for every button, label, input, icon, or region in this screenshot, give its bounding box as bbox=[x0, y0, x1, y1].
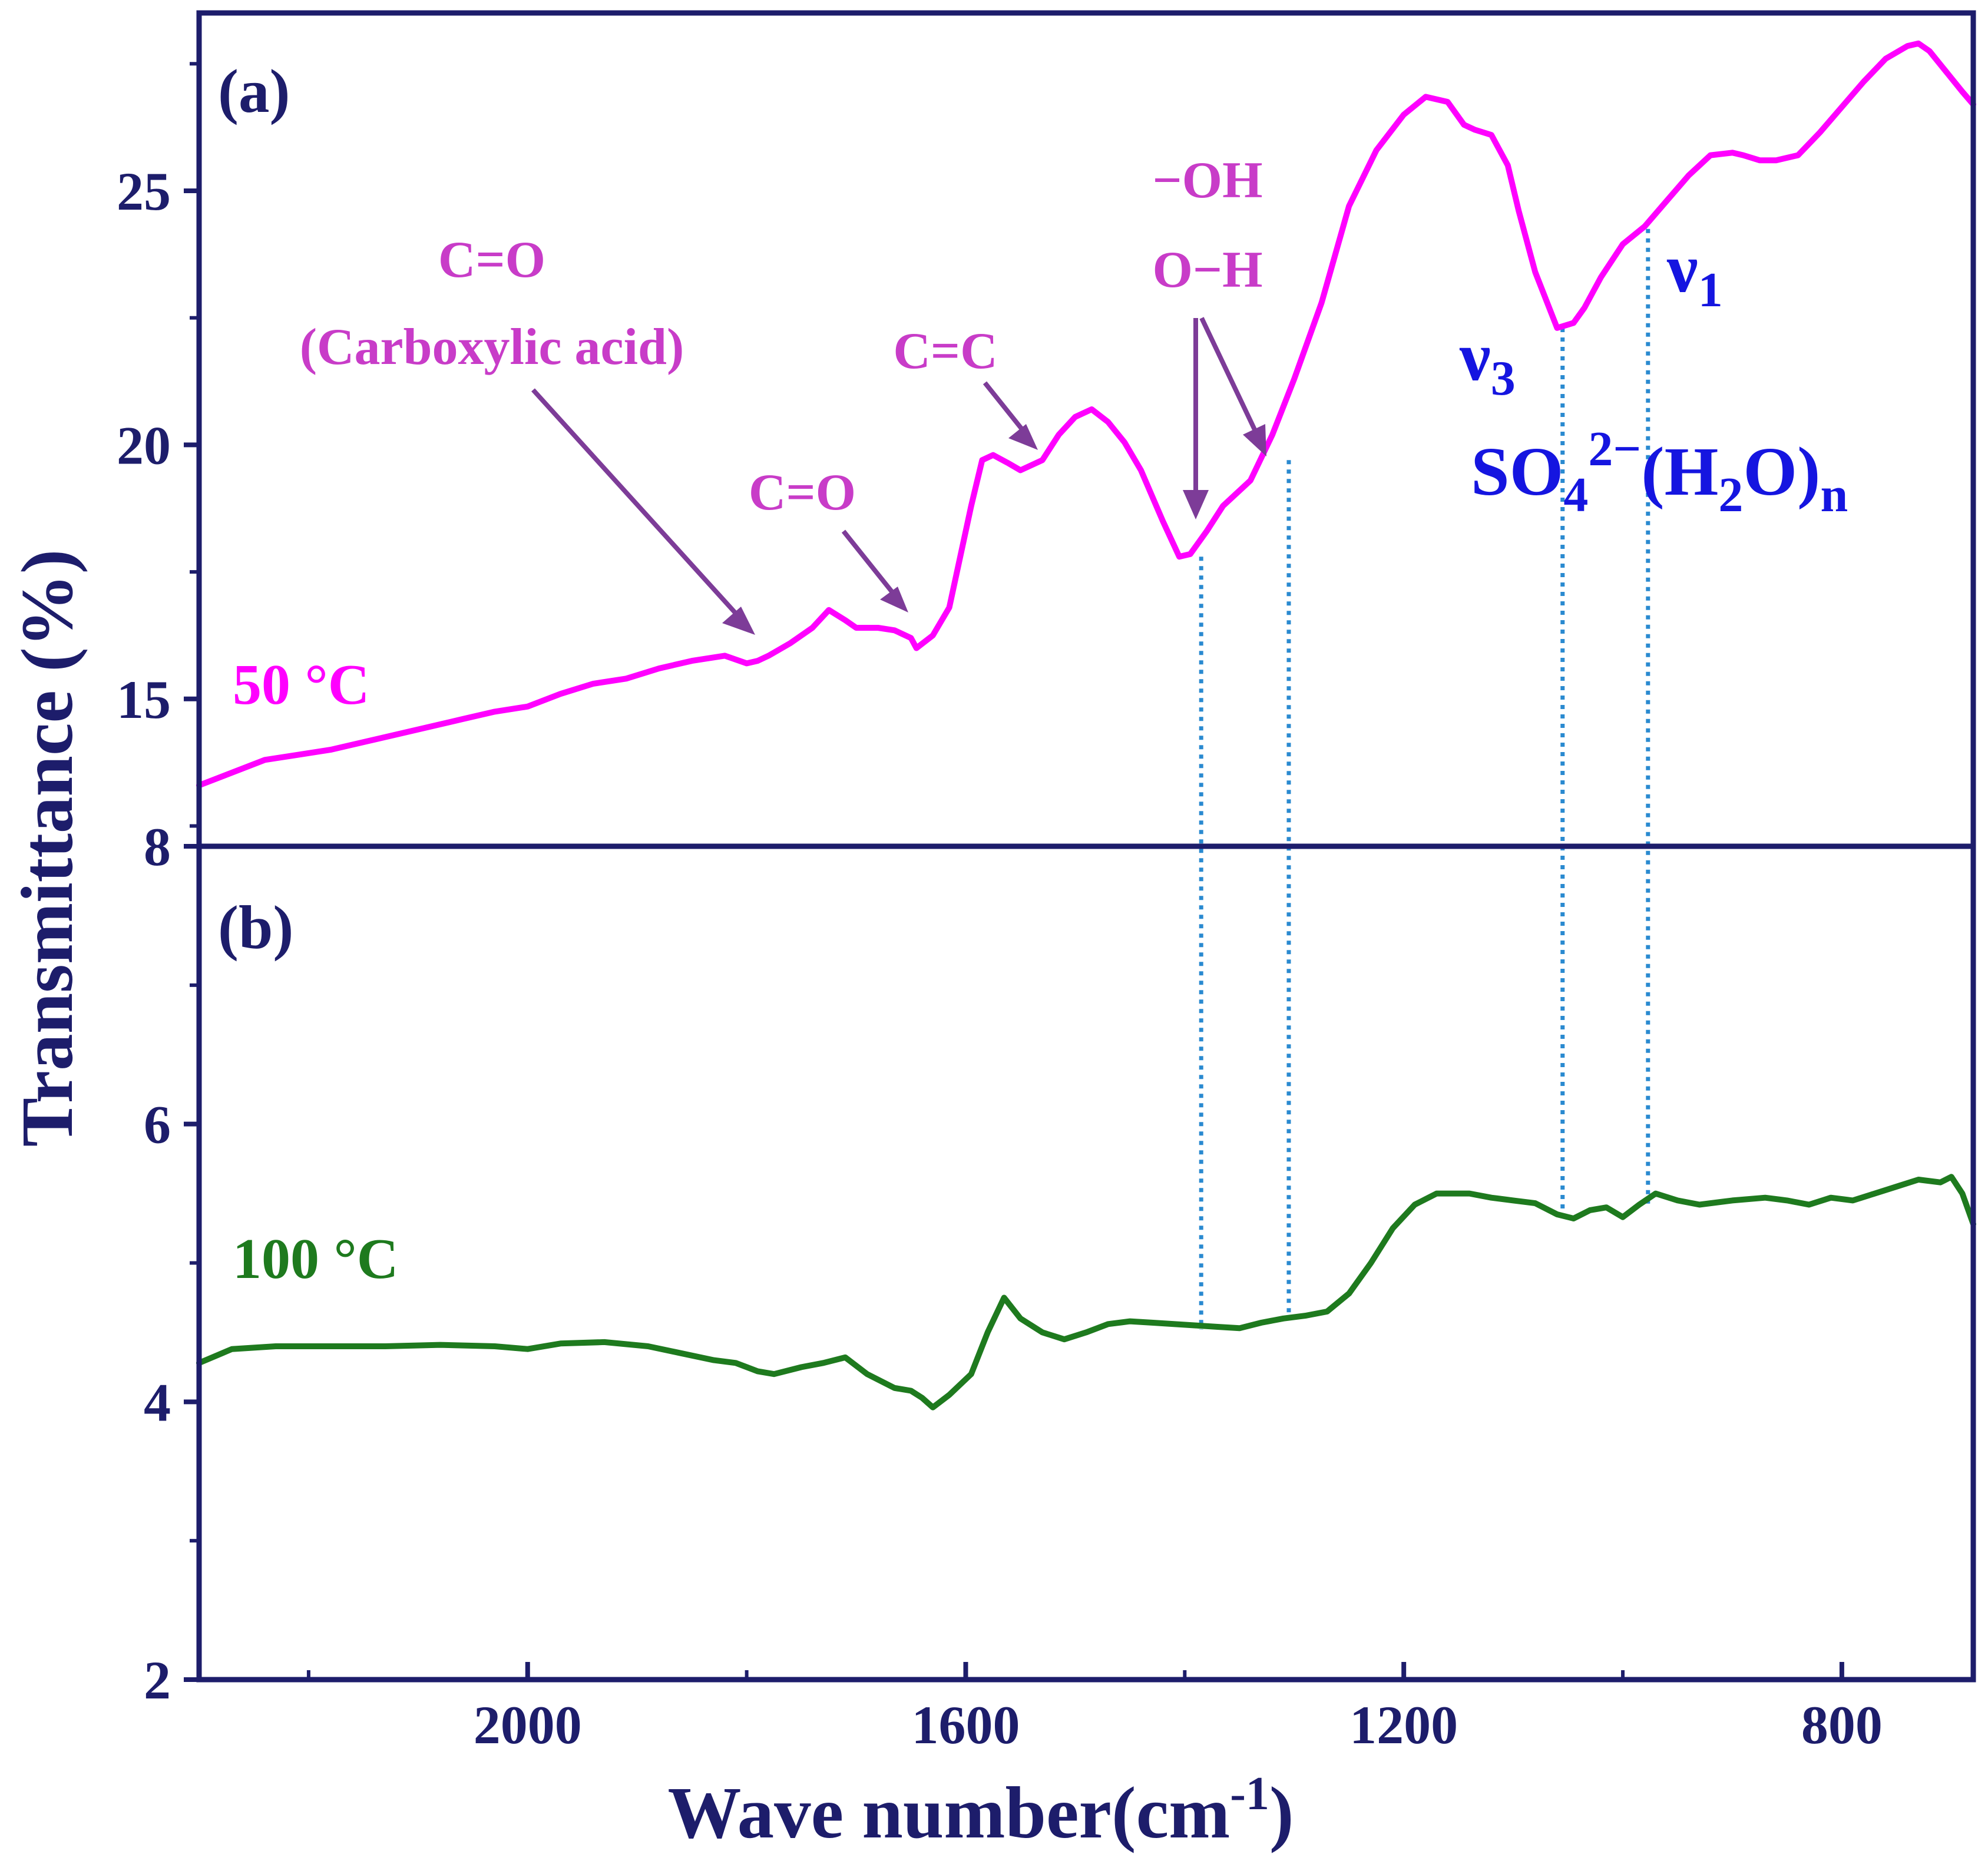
x-axis-title-sup: -1 bbox=[1230, 1768, 1269, 1820]
y-axis-title: Transmittance (%) bbox=[7, 549, 88, 1147]
sulfate-sub4: 4 bbox=[1563, 468, 1588, 522]
y-tick-label-b-1: 4 bbox=[144, 1372, 171, 1432]
functional-group-labels: C=O (Carboxylic acid) C=O C=C −OH O−H bbox=[300, 152, 1263, 521]
arrow-co-head bbox=[880, 587, 908, 612]
x-tick-label-2000: 2000 bbox=[474, 1695, 582, 1755]
arrow-co-acid-head bbox=[722, 607, 755, 635]
label-cc: C=C bbox=[893, 323, 997, 380]
x-axis-title: Wave number(cm-1) bbox=[668, 1768, 1294, 1854]
arrow-oh-2-line bbox=[1199, 317, 1260, 437]
panel-a-label: (a) bbox=[218, 57, 290, 125]
sulfate-so: SO bbox=[1471, 433, 1563, 510]
plot-content bbox=[196, 40, 1976, 1410]
panel-b-label: (b) bbox=[218, 893, 293, 962]
label-v3-sub: 3 bbox=[1491, 351, 1516, 406]
y-tick-label-a-2: 20 bbox=[117, 415, 171, 475]
series-b-label: 100 °C bbox=[233, 1227, 398, 1291]
label-v3: ν3 bbox=[1459, 318, 1516, 406]
arrow-co-line bbox=[841, 529, 898, 598]
arrow-co-acid-line bbox=[531, 388, 741, 619]
label-co: C=O bbox=[749, 464, 856, 521]
sulfate-sub2: 2 bbox=[1718, 468, 1743, 522]
annotation-arrows bbox=[531, 317, 1266, 635]
y-tick-label-a-1: 15 bbox=[117, 670, 171, 730]
label-oh-2: O−H bbox=[1152, 241, 1262, 299]
sulfate-subn: n bbox=[1820, 468, 1848, 522]
label-v3-base: ν bbox=[1459, 318, 1491, 395]
label-oh-1: −OH bbox=[1152, 152, 1262, 209]
x-tick-label-1200: 1200 bbox=[1349, 1695, 1458, 1755]
label-co-acid-1: C=O bbox=[438, 231, 545, 289]
sulfate-o: O) bbox=[1743, 433, 1820, 510]
y-tick-label-b-0: 2 bbox=[144, 1650, 171, 1710]
x-axis-title-main: Wave number(cm bbox=[668, 1773, 1230, 1854]
arrow-oh-2-head bbox=[1243, 424, 1266, 456]
label-co-acid-2: (Carboxylic acid) bbox=[300, 319, 684, 376]
axis-ticks: 2000 1600 1200 800 8 15 20 25 2 4 6 bbox=[117, 62, 1883, 1755]
x-tick-label-1600: 1600 bbox=[911, 1695, 1020, 1755]
sulfate-h: (H bbox=[1641, 433, 1718, 510]
arrow-cc-head bbox=[1008, 424, 1038, 450]
series-line-b bbox=[196, 1174, 1976, 1410]
sulfate-band-labels: ν3 ν1 SO42−(H2O)n bbox=[1459, 230, 1848, 522]
x-axis-title-close: ) bbox=[1269, 1773, 1294, 1854]
y-tick-label-b-2: 6 bbox=[144, 1095, 171, 1155]
y-tick-label-a-3: 25 bbox=[117, 161, 171, 221]
y-tick-label-a-0: 8 bbox=[144, 817, 171, 877]
x-tick-label-800: 800 bbox=[1801, 1695, 1883, 1755]
arrow-cc-line bbox=[983, 381, 1027, 435]
label-v1-sub: 1 bbox=[1698, 263, 1723, 317]
label-v1-base: ν bbox=[1666, 230, 1698, 307]
series-a-label: 50 °C bbox=[233, 653, 369, 717]
label-sulfate-hydrate: SO42−(H2O)n bbox=[1471, 422, 1848, 522]
sulfate-sup: 2− bbox=[1588, 422, 1641, 476]
series-line-a bbox=[196, 40, 1976, 789]
arrow-oh-1-head bbox=[1183, 490, 1209, 519]
label-v1: ν1 bbox=[1666, 230, 1723, 317]
